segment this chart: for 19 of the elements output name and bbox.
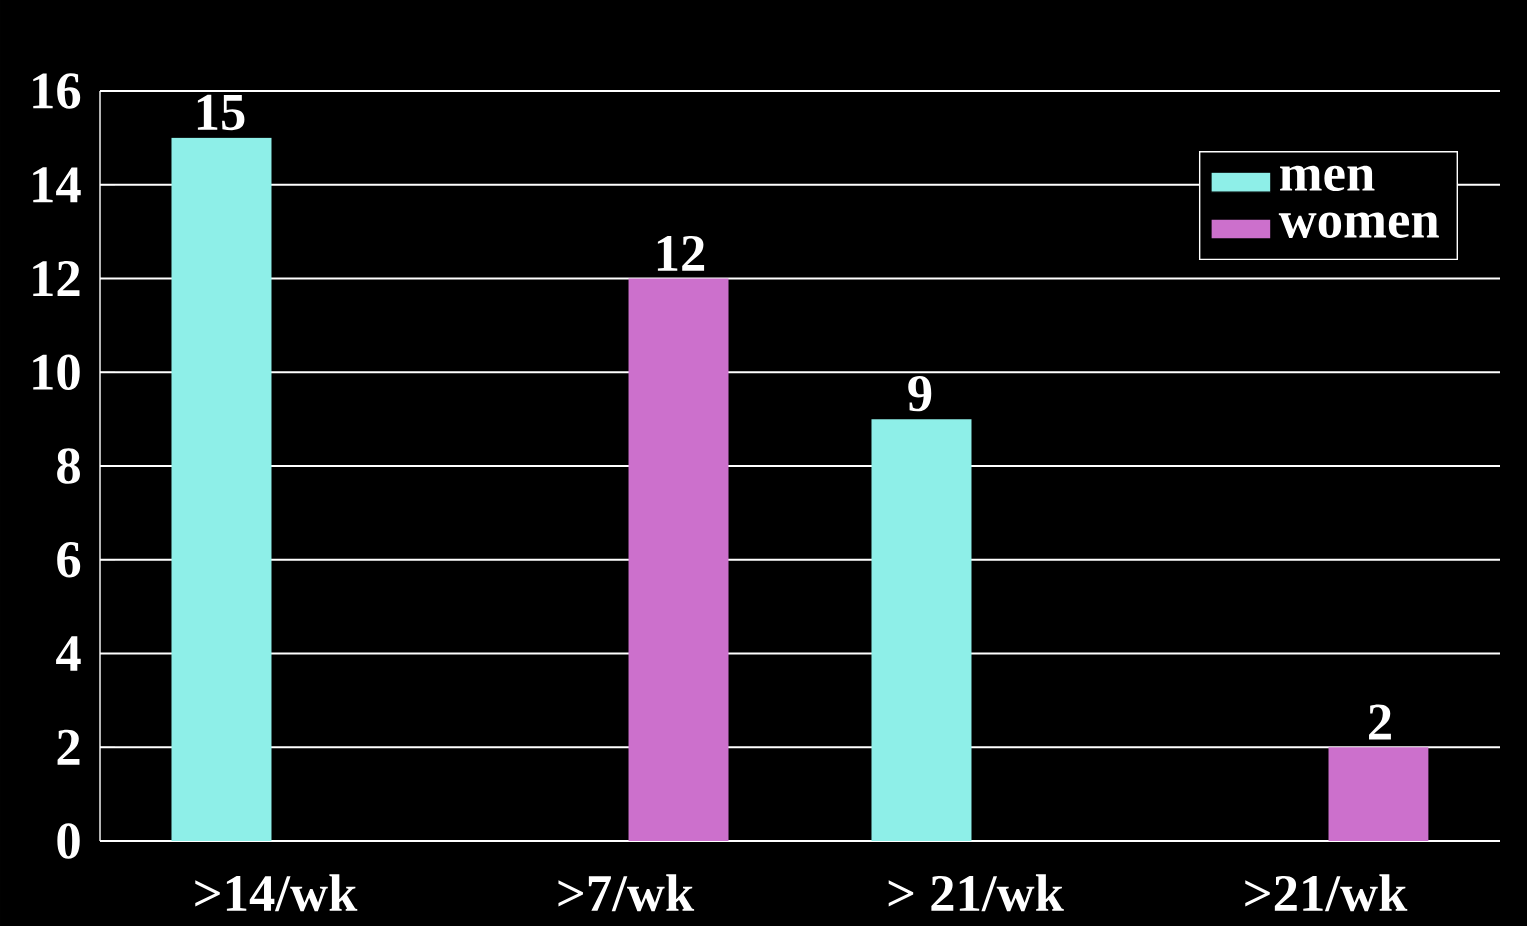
y-tick-label: 8 (57, 448, 80, 484)
y-tick-label: 4 (56, 636, 81, 671)
y-tick-label: 12 (33, 261, 80, 296)
y-tick-label: 10 (33, 354, 80, 391)
x-tick-label: >7/wk (558, 874, 695, 912)
x-tick-label: >14/wk (195, 874, 358, 912)
y-tick-label: 2 (57, 729, 80, 765)
data-label: 9 (908, 375, 932, 412)
x-tick-label: > 21/wk (888, 874, 1064, 912)
data-label: 15 (197, 94, 245, 131)
y-tick-label: 16 (33, 73, 81, 109)
legend-label: men (1280, 165, 1375, 192)
y-tick-label: 0 (57, 823, 80, 859)
y-tick-label: 6 (57, 542, 81, 578)
data-label: 2 (1369, 704, 1391, 740)
legend-label: women (1278, 212, 1439, 238)
data-label: 12 (657, 235, 705, 271)
y-tick-label: 14 (33, 167, 81, 203)
x-tick-label: >21/wk (1245, 874, 1408, 912)
